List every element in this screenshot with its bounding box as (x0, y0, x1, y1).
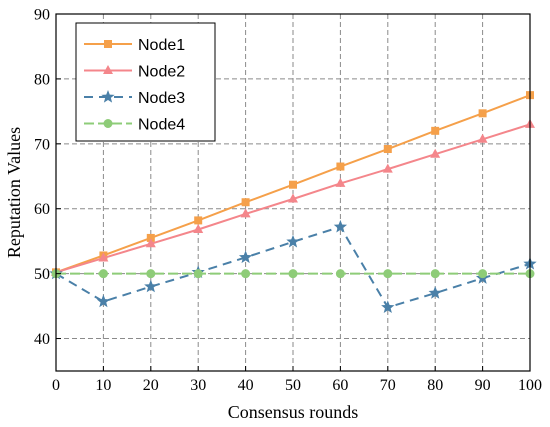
x-tick-label: 80 (427, 377, 443, 394)
legend-label: Node2 (138, 64, 185, 81)
x-tick-label: 60 (332, 377, 348, 394)
data-point (335, 177, 346, 187)
data-point (241, 269, 251, 279)
data-point (240, 208, 251, 218)
y-tick-label: 40 (34, 331, 50, 348)
data-point (477, 133, 488, 143)
x-tick-label: 0 (52, 377, 60, 394)
legend: Node1 Node2 Node3 Node4 (75, 22, 216, 142)
data-point (431, 126, 440, 135)
legend-marker (104, 40, 112, 48)
data-point (98, 252, 109, 262)
data-point (333, 219, 348, 233)
data-point (194, 216, 203, 225)
data-point (241, 198, 250, 207)
data-point (382, 163, 393, 173)
data-point (430, 269, 440, 279)
legend-label: Node4 (138, 117, 185, 134)
data-point (336, 162, 345, 171)
legend-box (75, 22, 216, 142)
data-point (288, 193, 298, 203)
x-tick-label: 30 (190, 377, 206, 394)
y-tick-label: 70 (34, 136, 50, 153)
data-point (193, 269, 203, 279)
data-point (96, 294, 111, 308)
legend-label: Node3 (138, 90, 185, 107)
y-tick-label: 60 (34, 201, 50, 218)
data-point (286, 234, 300, 248)
x-tick-label: 50 (285, 377, 301, 394)
legend-item: Node3 (84, 90, 185, 107)
data-point (383, 269, 393, 279)
data-point (144, 279, 158, 293)
data-point (335, 269, 345, 279)
x-tick-label: 100 (518, 377, 542, 394)
legend-item: Node4 (84, 117, 185, 134)
axis-ticks (55, 13, 531, 371)
legend-marker (103, 119, 113, 128)
data-point (478, 269, 488, 279)
x-tick-label: 10 (95, 377, 111, 394)
data-point (478, 109, 487, 118)
x-tick-labels: 0 10 20 30 40 50 60 70 80 90 100 (52, 377, 542, 394)
data-point (146, 233, 155, 242)
data-point (146, 269, 156, 279)
x-tick-label: 40 (238, 377, 254, 394)
y-axis-title: Reputation Values (4, 127, 24, 258)
y-tick-label: 90 (34, 7, 50, 24)
legend-label: Node1 (138, 37, 185, 54)
data-point (98, 269, 108, 279)
data-point (288, 269, 298, 279)
y-tick-label: 50 (34, 266, 50, 283)
x-tick-label: 20 (143, 377, 159, 394)
legend-item: Node1 (84, 37, 185, 54)
y-tick-labels: 40 50 60 70 80 90 (34, 7, 50, 349)
x-tick-label: 70 (380, 377, 396, 394)
data-point (238, 250, 253, 264)
x-axis-title: Consensus rounds (228, 402, 359, 422)
legend-item: Node2 (84, 64, 185, 81)
legend-marker (101, 90, 115, 103)
data-point (430, 148, 441, 158)
data-point (383, 145, 392, 154)
data-point (193, 223, 204, 233)
data-point (289, 180, 297, 189)
data-point (428, 286, 442, 299)
legend-marker (103, 65, 113, 74)
x-tick-label: 90 (475, 377, 491, 394)
y-tick-label: 80 (34, 71, 50, 88)
data-point (381, 300, 395, 314)
data-point (145, 238, 156, 248)
